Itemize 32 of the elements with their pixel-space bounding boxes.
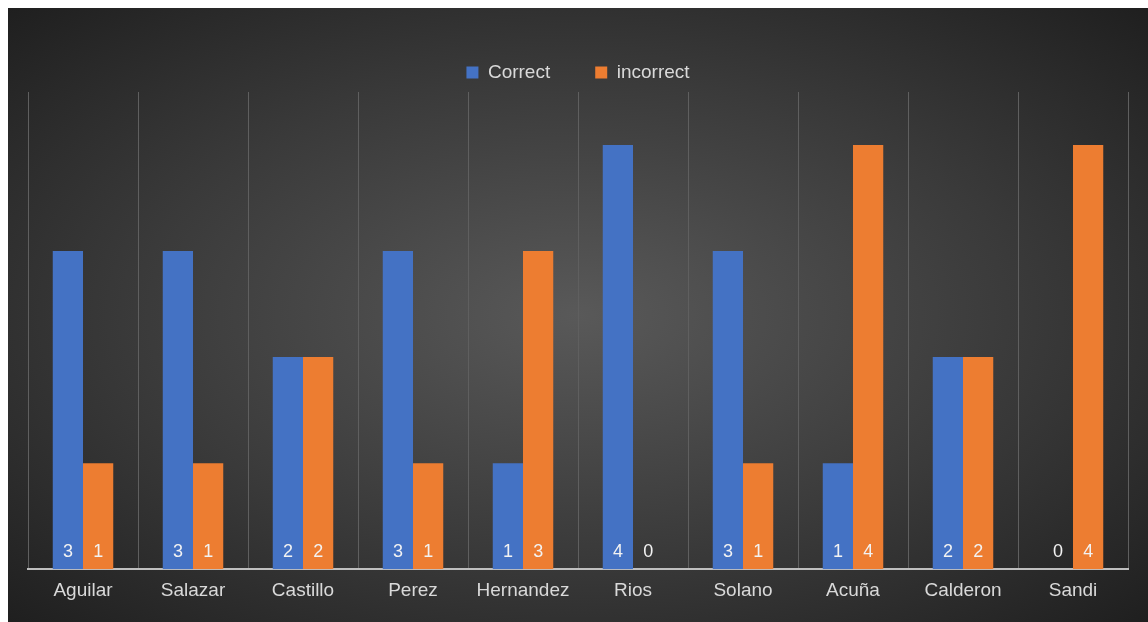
data-label: 1 (832, 541, 843, 562)
data-label: 1 (753, 541, 764, 562)
x-tick-label: Hernandez (476, 578, 570, 600)
data-label: 3 (392, 541, 403, 562)
data-label: 0 (643, 541, 654, 562)
x-tick-label: Rios (613, 578, 653, 600)
data-label: 2 (942, 541, 953, 562)
data-label: 1 (203, 541, 214, 562)
data-label: 3 (533, 541, 544, 562)
data-label: 1 (502, 541, 513, 562)
data-label: 1 (423, 541, 434, 562)
data-label: 4 (1083, 541, 1094, 562)
x-tick-label: Perez (388, 578, 438, 600)
legend-label: Correct (487, 60, 551, 82)
data-label: 2 (973, 541, 984, 562)
data-label: 4 (612, 541, 623, 562)
data-label: 3 (722, 541, 733, 562)
data-label: 3 (172, 541, 183, 562)
x-tick-label: Calderon (924, 578, 1002, 600)
x-tick-label: Castillo (271, 578, 335, 600)
data-label: 2 (282, 541, 293, 562)
x-tick-label: Aguilar (53, 578, 114, 600)
x-tick-label: Acuña (826, 578, 881, 600)
x-tick-label: Salazar (160, 578, 226, 600)
data-label: 2 (313, 541, 324, 562)
data-label: 4 (863, 541, 874, 562)
data-label: 3 (62, 541, 73, 562)
x-tick-label: Sandi (1048, 578, 1098, 600)
legend-label: incorrect (616, 60, 691, 82)
x-tick-label: Solano (713, 578, 773, 600)
data-label: 0 (1052, 541, 1063, 562)
data-label: 1 (93, 541, 104, 562)
